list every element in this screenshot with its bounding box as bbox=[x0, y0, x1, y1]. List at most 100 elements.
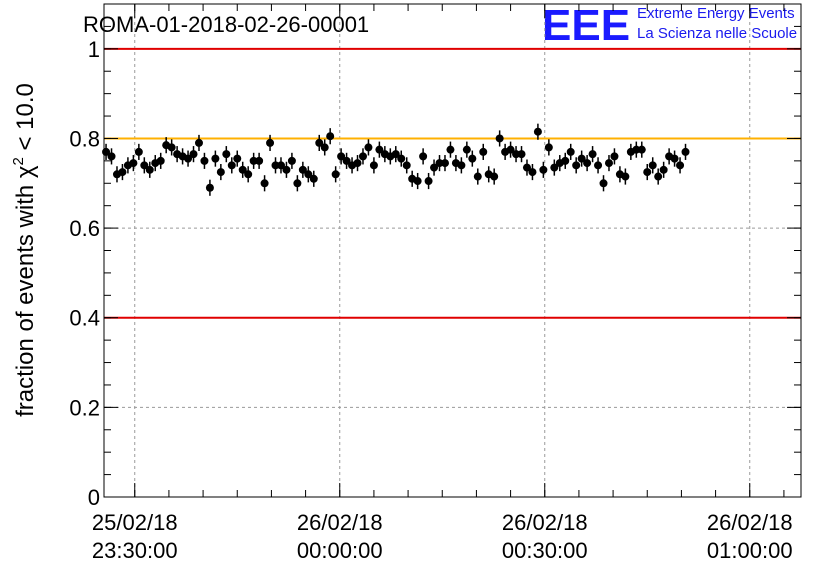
data-point bbox=[293, 179, 302, 188]
y-tick-label: 0.4 bbox=[69, 306, 100, 331]
x-tick-label-time: 00:00:00 bbox=[297, 538, 383, 563]
data-point bbox=[205, 183, 214, 192]
x-tick-label-time: 23:30:00 bbox=[92, 538, 178, 563]
y-axis-label-chi: χ bbox=[12, 165, 39, 178]
data-point bbox=[566, 147, 575, 156]
data-point bbox=[227, 161, 236, 170]
y-tick-labels: 0 0.2 0.4 0.6 0.8 1 bbox=[69, 37, 100, 510]
data-point bbox=[681, 147, 690, 156]
y-tick-label: 0.8 bbox=[69, 126, 100, 151]
data-point bbox=[184, 154, 193, 163]
data-point bbox=[233, 154, 242, 163]
y-tick-label: 0 bbox=[88, 485, 100, 510]
data-point bbox=[156, 156, 165, 165]
data-point bbox=[632, 145, 641, 154]
data-point bbox=[468, 154, 477, 163]
y-tick-label: 0.6 bbox=[69, 216, 100, 241]
data-point bbox=[588, 150, 597, 159]
x-tick-label-date: 26/02/18 bbox=[707, 510, 793, 535]
data-point bbox=[266, 138, 275, 147]
data-point bbox=[424, 177, 433, 186]
data-point bbox=[599, 179, 608, 188]
data-point bbox=[604, 159, 613, 168]
data-point bbox=[107, 152, 116, 161]
data-point bbox=[479, 147, 488, 156]
plot-area bbox=[102, 3, 802, 498]
data-point bbox=[561, 156, 570, 165]
data-point bbox=[309, 174, 318, 183]
data-point bbox=[610, 152, 619, 161]
data-point bbox=[397, 154, 406, 163]
data-point bbox=[304, 170, 313, 179]
data-point bbox=[495, 134, 504, 143]
data-point bbox=[654, 172, 663, 181]
data-point bbox=[255, 156, 264, 165]
y-axis-label-main: fraction of events with bbox=[12, 178, 39, 417]
data-point bbox=[446, 145, 455, 154]
logo-line-2: La Scienza nelle Scuole bbox=[637, 25, 797, 42]
data-point bbox=[200, 156, 209, 165]
logo-letters: EEE bbox=[542, 1, 630, 50]
data-point bbox=[402, 161, 411, 170]
x-tick-label-time: 01:00:00 bbox=[707, 538, 793, 563]
axis-ticks bbox=[104, 3, 801, 498]
data-point bbox=[326, 132, 335, 141]
y-axis-label: fraction of events with χ2 < 10.0 bbox=[10, 83, 39, 417]
y-tick-label: 1 bbox=[88, 37, 100, 62]
data-point bbox=[167, 143, 176, 152]
data-point bbox=[342, 156, 351, 165]
data-point bbox=[544, 143, 553, 152]
data-point bbox=[364, 143, 373, 152]
data-point bbox=[659, 165, 668, 174]
data-point bbox=[369, 161, 378, 170]
x-tick-label-date: 26/02/18 bbox=[297, 510, 383, 535]
data-point bbox=[375, 145, 384, 154]
data-point bbox=[539, 165, 548, 174]
data-point bbox=[473, 172, 482, 181]
data-point bbox=[676, 161, 685, 170]
data-point bbox=[594, 161, 603, 170]
data-point bbox=[648, 161, 657, 170]
y-tick-label: 0.2 bbox=[69, 395, 100, 420]
data-point bbox=[320, 143, 329, 152]
data-point bbox=[315, 138, 324, 147]
data-point bbox=[249, 156, 258, 165]
data-point bbox=[216, 168, 225, 177]
data-point bbox=[238, 165, 247, 174]
data-point bbox=[583, 159, 592, 168]
x-tick-labels: 25/02/18 23:30:00 26/02/18 00:00:00 26/02/18… bbox=[92, 510, 793, 563]
x-tick-label-time: 00:30:00 bbox=[502, 538, 588, 563]
data-point bbox=[440, 159, 449, 168]
data-point bbox=[550, 163, 559, 172]
data-point bbox=[533, 127, 542, 136]
data-point bbox=[145, 165, 154, 174]
data-point bbox=[222, 150, 231, 159]
eee-logo: EEE Extreme Energy Events La Scienza nel… bbox=[542, 1, 797, 50]
chart-title: ROMA-01-2018-02-26-00001 bbox=[83, 12, 369, 37]
data-point bbox=[211, 154, 220, 163]
logo-line-1: Extreme Energy Events bbox=[637, 5, 795, 22]
data-point bbox=[621, 172, 630, 181]
data-points bbox=[102, 123, 690, 196]
data-point bbox=[244, 170, 253, 179]
data-point bbox=[490, 172, 499, 181]
data-point bbox=[298, 165, 307, 174]
data-point bbox=[194, 138, 203, 147]
data-point bbox=[276, 161, 285, 170]
data-point bbox=[129, 159, 138, 168]
data-point bbox=[522, 163, 531, 172]
data-point bbox=[430, 163, 439, 172]
data-point bbox=[572, 161, 581, 170]
data-point bbox=[419, 152, 428, 161]
data-point bbox=[517, 150, 526, 159]
data-point bbox=[577, 154, 586, 163]
data-point bbox=[134, 147, 143, 156]
data-point bbox=[435, 159, 444, 168]
data-point bbox=[528, 168, 537, 177]
y-axis-label-tail: < 10.0 bbox=[12, 83, 39, 157]
data-point bbox=[271, 161, 280, 170]
x-tick-label-date: 26/02/18 bbox=[502, 510, 588, 535]
data-point bbox=[282, 165, 291, 174]
